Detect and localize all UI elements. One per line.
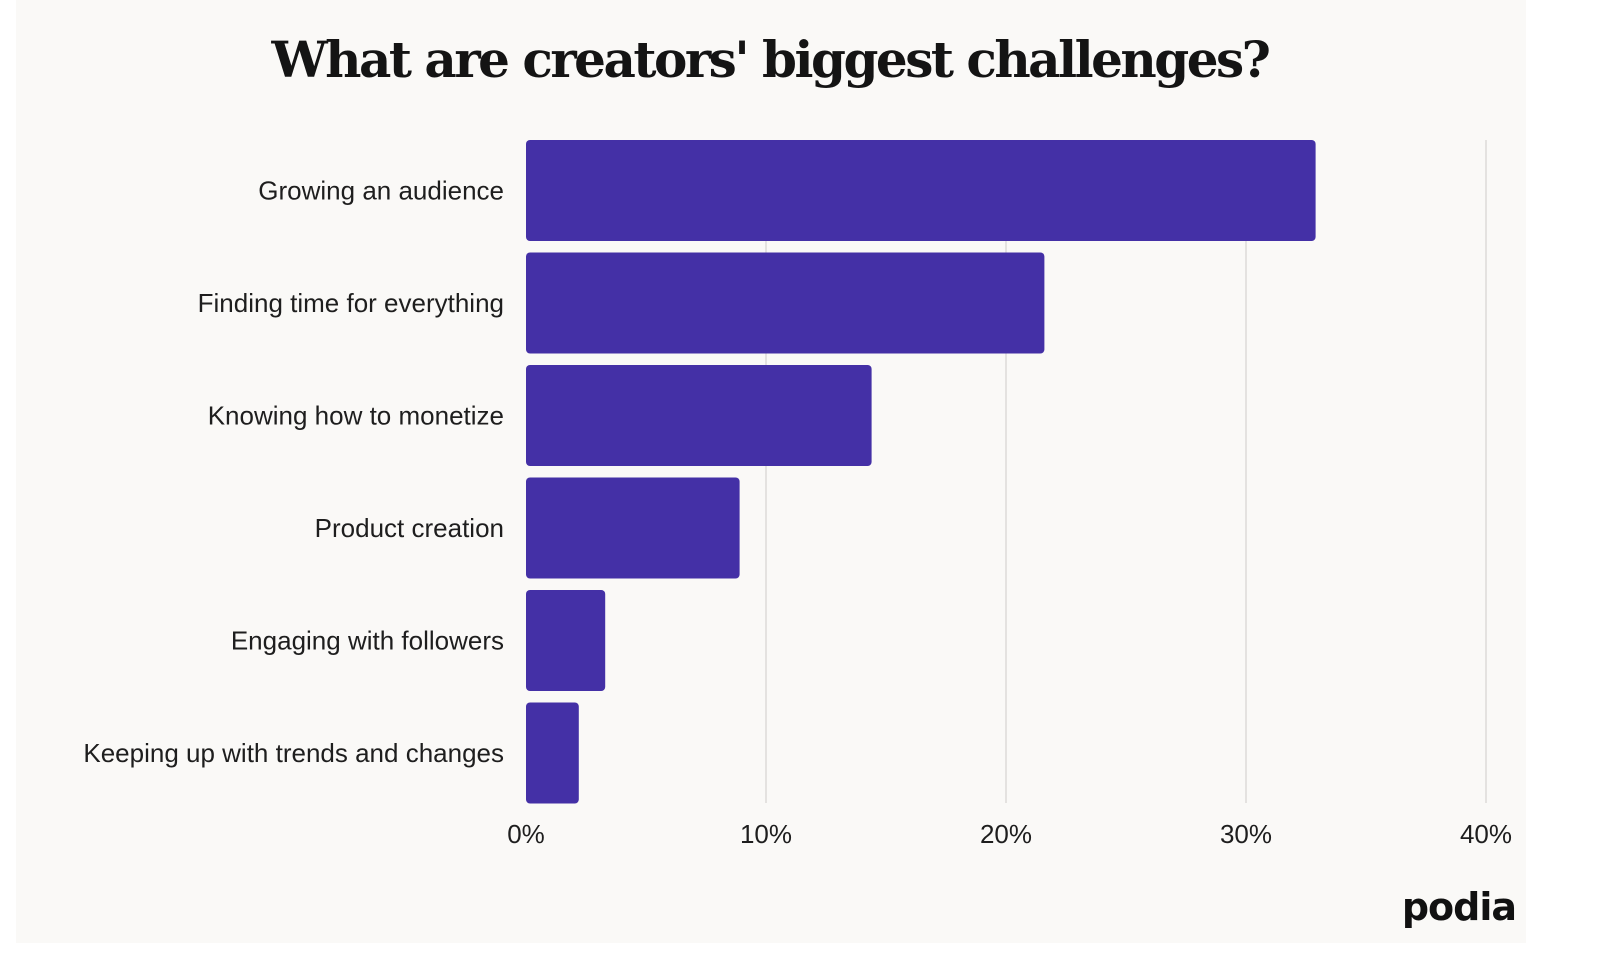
bar <box>526 252 1045 354</box>
category-label: Engaging with followers <box>231 626 504 656</box>
category-label: Keeping up with trends and changes <box>83 738 504 768</box>
bar <box>526 702 579 804</box>
category-label: Growing an audience <box>258 176 504 206</box>
x-tick-label: 20% <box>980 819 1032 849</box>
x-tick-label: 40% <box>1460 819 1512 849</box>
bar <box>526 477 740 579</box>
chart-title: What are creators' biggest challenges? <box>271 30 1271 89</box>
bar <box>526 140 1316 241</box>
category-label: Finding time for everything <box>198 288 504 318</box>
x-tick-label: 30% <box>1220 819 1272 849</box>
x-tick-label: 10% <box>740 819 792 849</box>
bar <box>526 590 606 691</box>
bar <box>526 365 872 466</box>
category-label: Product creation <box>315 513 504 543</box>
x-tick-label: 0% <box>507 819 545 849</box>
podia-logo: podia <box>1401 885 1517 929</box>
category-label: Knowing how to monetize <box>208 401 504 431</box>
